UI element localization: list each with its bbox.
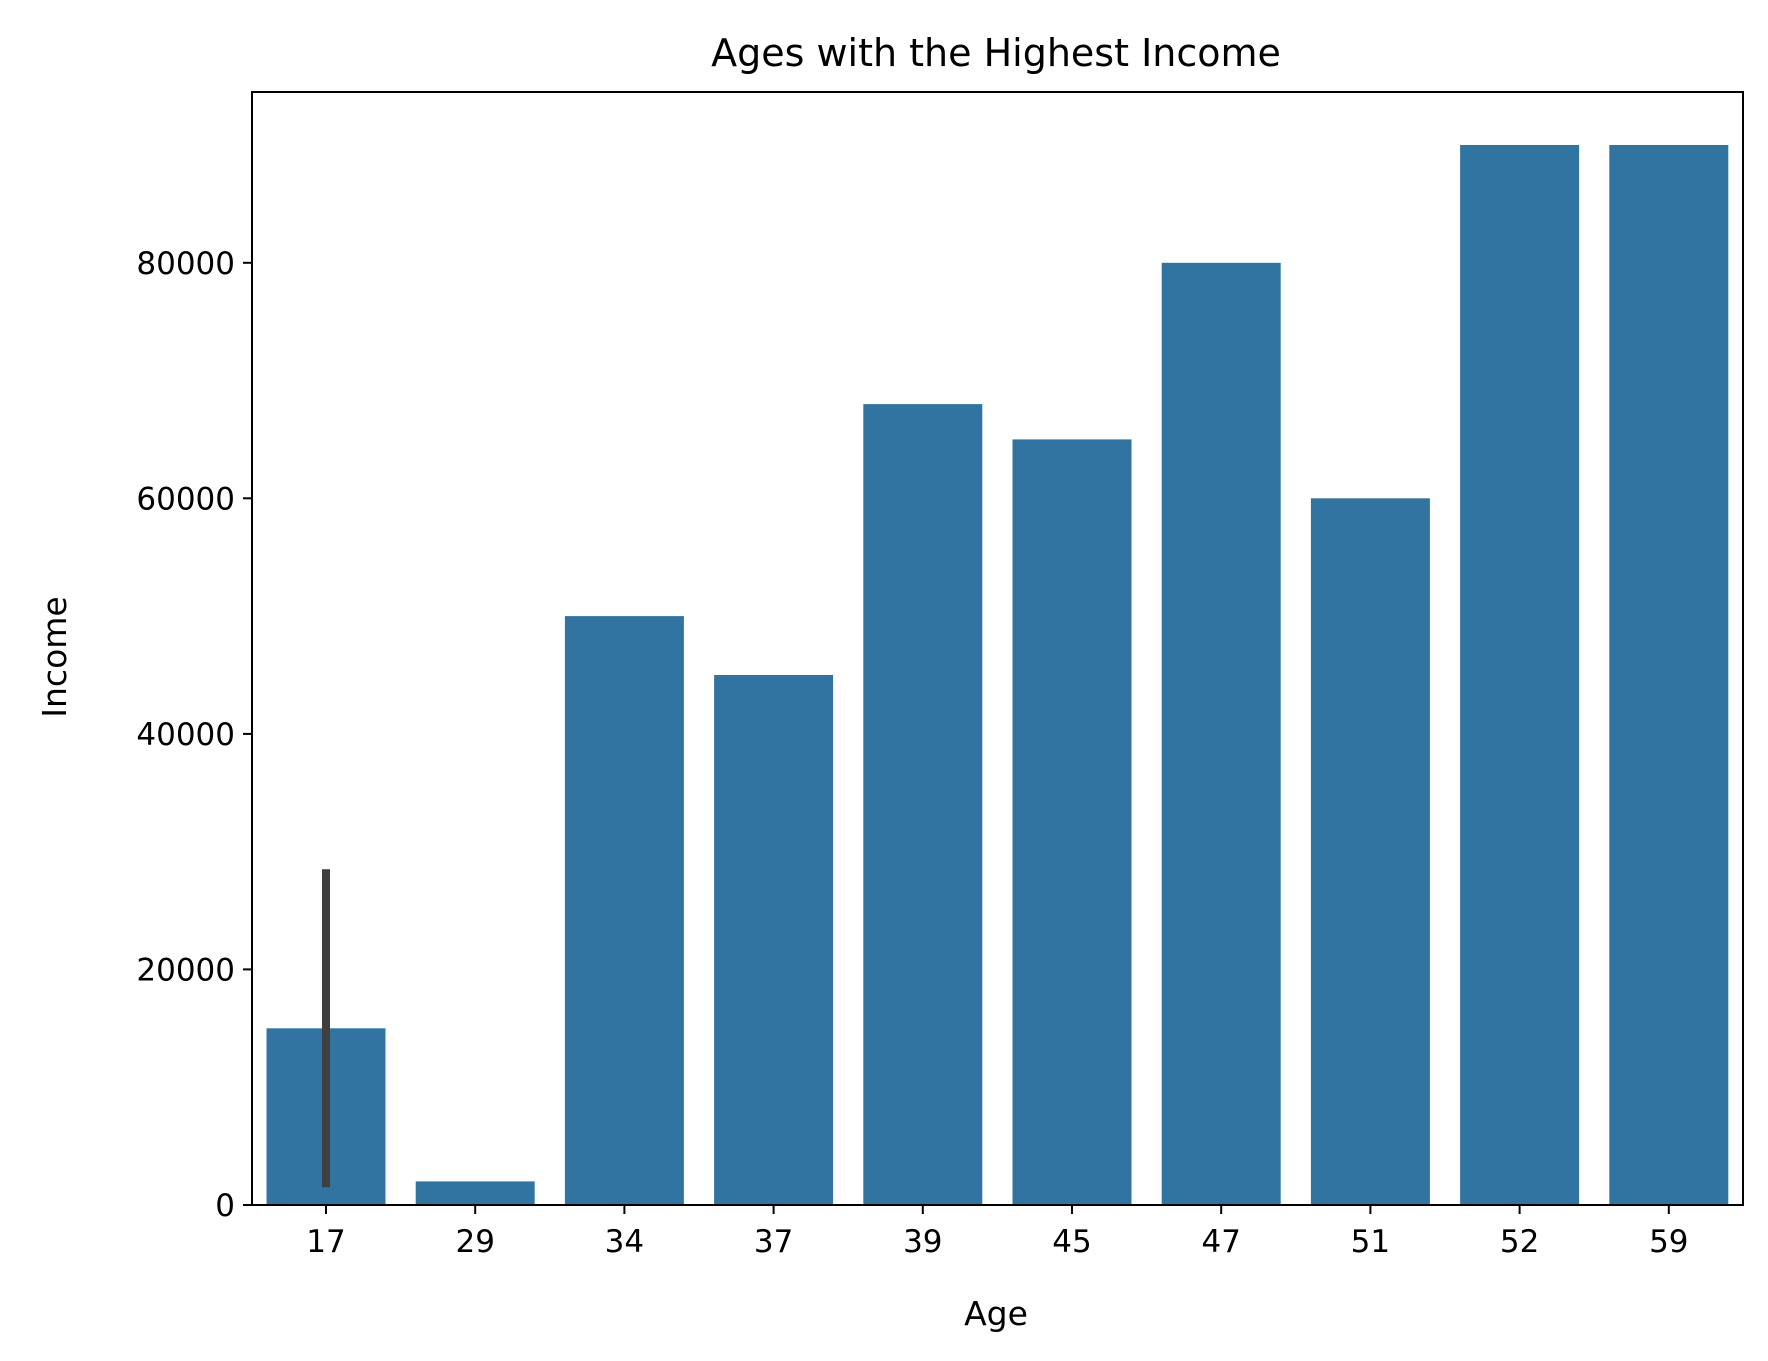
y-tick-label: 60000 xyxy=(136,481,235,517)
y-tick-label: 20000 xyxy=(136,952,235,988)
x-tick-label: 29 xyxy=(455,1224,494,1260)
bar-37 xyxy=(714,675,834,1205)
y-axis-label: Income xyxy=(35,596,74,717)
x-tick-label: 17 xyxy=(306,1224,345,1260)
x-tick-label: 51 xyxy=(1351,1224,1390,1260)
y-tick-label: 0 xyxy=(215,1188,235,1224)
bar-29 xyxy=(415,1181,535,1205)
bar-47 xyxy=(1161,262,1281,1205)
x-tick-label: 52 xyxy=(1500,1224,1539,1260)
x-tick-label: 47 xyxy=(1201,1224,1240,1260)
x-tick-label: 39 xyxy=(903,1224,942,1260)
bar-34 xyxy=(564,616,684,1205)
x-tick-label: 59 xyxy=(1649,1224,1688,1260)
y-axis-ticks: 0 20000 40000 60000 80000 xyxy=(136,246,252,1224)
bars-layer xyxy=(266,145,1729,1206)
plot-area-frame xyxy=(251,91,1744,1206)
bar-59 xyxy=(1609,145,1729,1205)
x-tick-label: 34 xyxy=(605,1224,644,1260)
y-tick-label: 40000 xyxy=(136,717,235,753)
chart-title: Ages with the Highest Income xyxy=(711,31,1281,75)
x-axis-ticks: 17 29 34 37 39 45 47 51 52 59 xyxy=(306,1205,1689,1260)
bar-51 xyxy=(1310,498,1430,1205)
x-axis-label: Age xyxy=(964,1294,1028,1333)
y-tick-label: 80000 xyxy=(136,246,235,282)
bar-39 xyxy=(863,404,983,1206)
x-tick-label: 45 xyxy=(1052,1224,1091,1260)
bar-52 xyxy=(1460,145,1580,1205)
bar-45 xyxy=(1012,439,1132,1205)
x-tick-label: 37 xyxy=(754,1224,793,1260)
